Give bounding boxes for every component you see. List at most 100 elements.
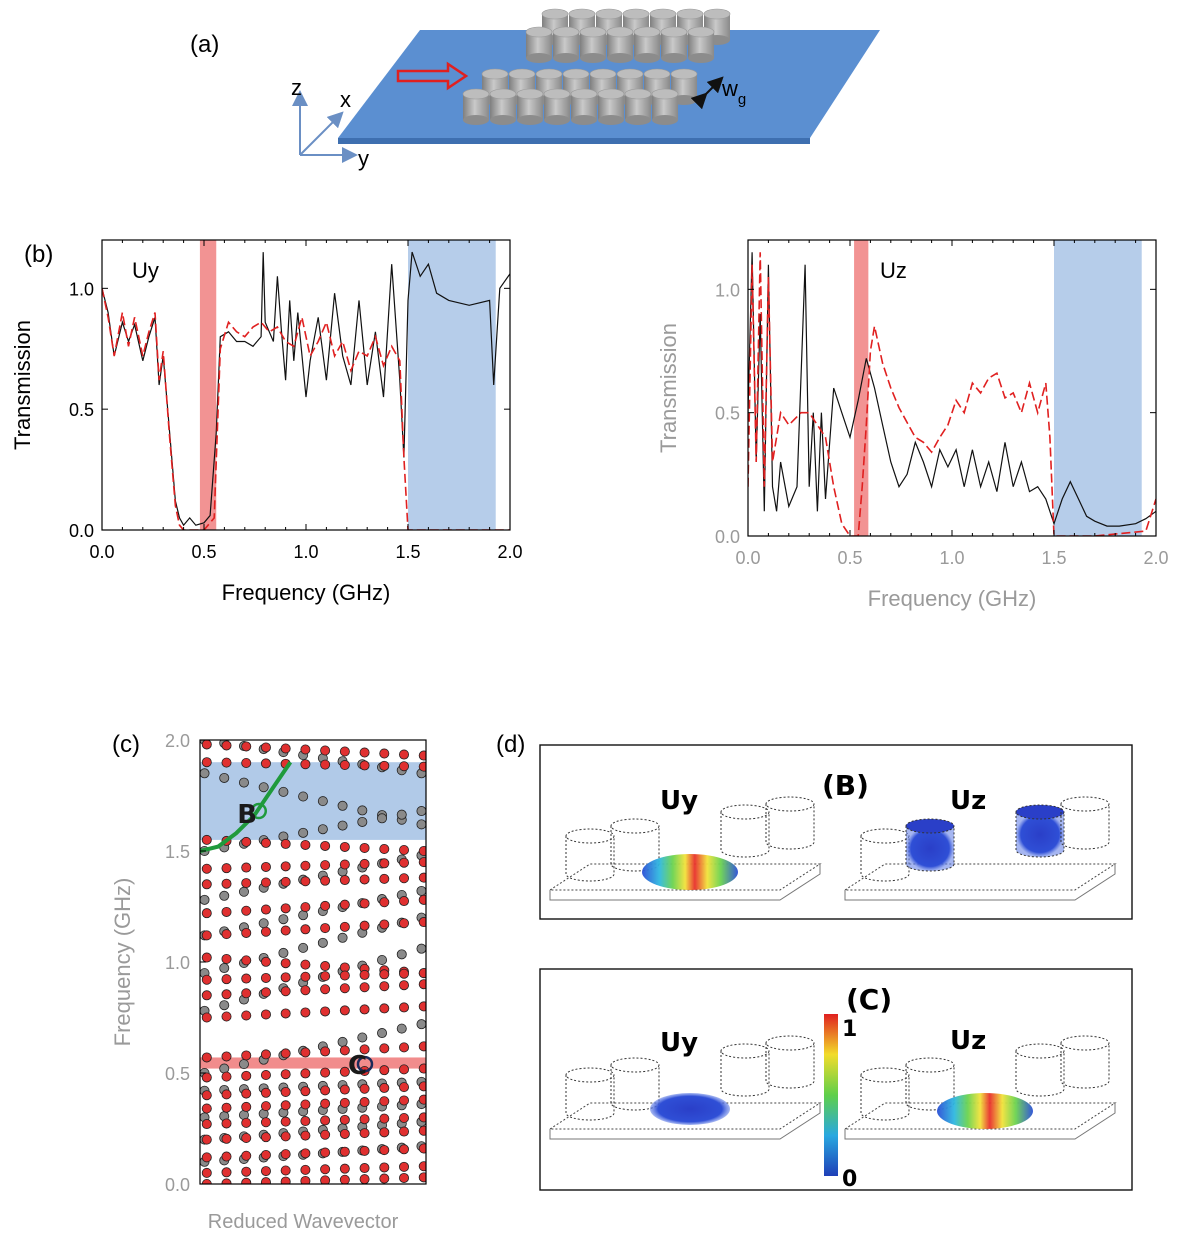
band-point-red — [201, 1119, 212, 1130]
band-point-red — [300, 876, 311, 887]
pillar-top — [541, 8, 569, 20]
band-point-red — [339, 1128, 350, 1139]
pillar-base — [580, 53, 606, 63]
pink-band — [200, 1057, 426, 1069]
band-point-red — [221, 878, 232, 889]
input-arrow-icon — [396, 61, 469, 91]
band-point-red — [339, 899, 350, 910]
band-point-red — [221, 1011, 232, 1022]
band-point-red — [201, 1134, 212, 1145]
band-point-black — [416, 819, 426, 830]
pillar-top — [624, 88, 652, 100]
blue-band — [200, 762, 426, 840]
band-point-black — [337, 932, 348, 943]
band-point-red — [280, 1131, 291, 1142]
band-point-black — [219, 890, 230, 901]
band-point-red — [300, 1148, 311, 1159]
band-point-black — [357, 1032, 368, 1043]
band-point-red — [280, 903, 291, 914]
band-point-black — [416, 806, 426, 817]
x-axis-title: Reduced Wavevector — [208, 1211, 399, 1233]
band-point-red — [339, 983, 350, 994]
band-point-red — [221, 1051, 232, 1062]
schematic: wg z x y — [291, 8, 880, 171]
band-point-red — [339, 875, 350, 886]
band-point-red — [418, 1063, 426, 1074]
band-point-red — [280, 986, 291, 997]
band-point-red — [339, 921, 350, 932]
pillar-base — [598, 115, 624, 125]
x-tick-label: 2.0 — [497, 542, 522, 562]
pink-band — [199, 240, 217, 530]
series-red-dashed — [748, 252, 1156, 536]
band-point-black — [278, 914, 289, 925]
band-point-red — [260, 758, 271, 769]
pillar-outline — [1060, 1043, 1110, 1089]
band-point-red — [201, 1052, 212, 1063]
band-point-red — [418, 857, 426, 868]
band-point-red — [359, 1083, 370, 1094]
band-point-red — [300, 860, 311, 871]
band-point-red — [280, 1086, 291, 1097]
band-point-black — [278, 947, 289, 958]
pillar-outline — [765, 804, 815, 850]
band-point-black — [357, 816, 368, 827]
band-point-red — [379, 1113, 390, 1124]
band-point-red — [339, 859, 350, 870]
band-point-red — [379, 748, 390, 759]
band-point-black — [317, 937, 328, 948]
y-tick-label: 1.5 — [165, 842, 190, 862]
band-point-black — [337, 820, 348, 831]
band-point-red — [260, 742, 271, 753]
band-point-black — [238, 886, 249, 897]
x-tick-label: 1.0 — [293, 542, 318, 562]
colorbar: 10 — [824, 1014, 857, 1192]
field-label-left: Uy — [660, 1028, 698, 1058]
pillar-outline — [610, 826, 660, 872]
band-point-red — [201, 1152, 212, 1163]
band-point-red — [339, 1066, 350, 1077]
series-black — [748, 252, 1156, 527]
pillar-top — [462, 88, 490, 100]
band-point-red — [201, 908, 212, 919]
band-point-red — [339, 1174, 350, 1184]
band-point-black — [278, 786, 289, 797]
pillar-top — [543, 88, 571, 100]
band-point-red — [260, 904, 271, 915]
x-tick-label: 0.5 — [191, 542, 216, 562]
band-point-red — [260, 972, 271, 983]
band-point-red — [201, 863, 212, 874]
blue-band — [408, 240, 496, 530]
band-point-red — [379, 873, 390, 884]
pillar-base — [625, 115, 651, 125]
band-point-red — [260, 1149, 271, 1160]
pillar-base — [490, 115, 516, 125]
pillar-base — [688, 53, 714, 63]
band-point-red — [418, 1143, 426, 1154]
band-point-red — [241, 1010, 252, 1021]
band-point-red — [399, 857, 410, 868]
band-point-red — [418, 846, 426, 856]
band-point-red — [359, 874, 370, 885]
band-point-red — [339, 1163, 350, 1174]
band-point-red — [379, 1173, 390, 1184]
pillar-top — [481, 68, 509, 80]
x-tick-label: 0.5 — [837, 548, 862, 568]
band-point-red — [221, 906, 232, 917]
slab-edge — [549, 1103, 821, 1140]
band-point-red — [320, 923, 331, 934]
band-point-red — [280, 1008, 291, 1019]
band-point-red — [320, 1175, 331, 1184]
band-point-red — [379, 919, 390, 930]
band-point-red — [241, 927, 252, 938]
band-point-black — [258, 918, 269, 929]
band-point-red — [260, 877, 271, 888]
pillar-top — [676, 8, 704, 20]
band-point-red — [320, 971, 331, 982]
band-point-red — [201, 757, 212, 768]
band-point-red — [221, 974, 232, 985]
band-point-red — [418, 1161, 426, 1172]
band-point-red — [280, 861, 291, 872]
band-point-red — [300, 1130, 311, 1141]
